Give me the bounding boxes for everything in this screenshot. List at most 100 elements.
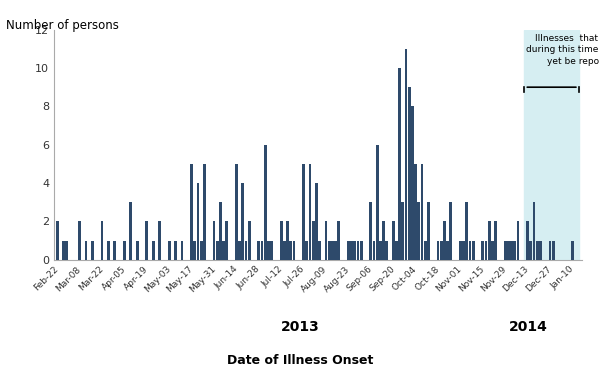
Bar (158, 221, 161, 260)
Bar (289, 240, 292, 260)
Bar (56, 221, 59, 260)
Text: 2013: 2013 (281, 320, 319, 334)
Bar (113, 240, 116, 260)
Bar (552, 240, 554, 260)
Bar (78, 221, 81, 260)
Bar (312, 221, 314, 260)
Bar (459, 240, 462, 260)
Bar (481, 240, 484, 260)
Bar (241, 183, 244, 260)
Bar (370, 202, 372, 260)
Bar (222, 240, 225, 260)
Bar (145, 221, 148, 260)
Bar (356, 240, 359, 260)
Bar (462, 240, 465, 260)
Bar (404, 49, 407, 260)
Bar (305, 240, 308, 260)
Bar (373, 240, 376, 260)
Bar (401, 202, 404, 260)
Bar (267, 240, 270, 260)
Bar (571, 240, 574, 260)
Bar (350, 240, 353, 260)
Text: Illnesses  that began
during this time may not
yet be reported: Illnesses that began during this time ma… (526, 33, 600, 66)
Bar (328, 240, 331, 260)
Bar (235, 164, 238, 260)
Bar (315, 183, 318, 260)
Bar (449, 202, 452, 260)
Bar (337, 221, 340, 260)
Bar (62, 240, 65, 260)
Bar (260, 240, 263, 260)
Bar (514, 240, 516, 260)
Bar (494, 221, 497, 260)
Bar (469, 240, 472, 260)
Text: 2014: 2014 (509, 320, 547, 334)
Bar (264, 145, 266, 260)
Bar (392, 221, 395, 260)
Bar (360, 240, 362, 260)
Bar (318, 240, 321, 260)
Bar (379, 240, 382, 260)
Bar (548, 240, 551, 260)
Bar (443, 221, 446, 260)
Bar (107, 240, 110, 260)
Bar (533, 202, 535, 260)
Bar (219, 202, 222, 260)
Bar (101, 221, 103, 260)
Bar (536, 240, 539, 260)
Text: Number of persons: Number of persons (6, 19, 119, 32)
Bar (529, 240, 532, 260)
Bar (466, 202, 468, 260)
Bar (238, 240, 241, 260)
Bar (421, 164, 424, 260)
Bar (418, 202, 420, 260)
Bar (382, 221, 385, 260)
Bar (257, 240, 260, 260)
Bar (408, 87, 410, 260)
Bar (334, 240, 337, 260)
Bar (85, 240, 88, 260)
Bar (174, 240, 177, 260)
Bar (168, 240, 170, 260)
Bar (353, 240, 356, 260)
Bar (398, 68, 401, 260)
Bar (507, 240, 510, 260)
Bar (181, 240, 184, 260)
Bar (216, 240, 218, 260)
Bar (293, 240, 295, 260)
Bar (280, 221, 283, 260)
Bar (427, 202, 430, 260)
Bar (136, 240, 139, 260)
Bar (331, 240, 334, 260)
Bar (440, 240, 443, 260)
Bar (376, 145, 379, 260)
Bar (510, 240, 513, 260)
Bar (123, 240, 126, 260)
Bar (385, 240, 388, 260)
Bar (395, 240, 398, 260)
Bar (270, 240, 273, 260)
Bar (302, 164, 305, 260)
Bar (524, 30, 579, 260)
Bar (286, 221, 289, 260)
Bar (248, 221, 251, 260)
Bar (411, 106, 414, 260)
Bar (65, 240, 68, 260)
Bar (283, 240, 286, 260)
Bar (472, 240, 475, 260)
Bar (245, 240, 247, 260)
Bar (193, 240, 196, 260)
Bar (200, 240, 203, 260)
Bar (197, 183, 199, 260)
Bar (485, 240, 487, 260)
Bar (526, 221, 529, 260)
Bar (226, 221, 228, 260)
Bar (91, 240, 94, 260)
Bar (517, 221, 520, 260)
Bar (325, 221, 328, 260)
Bar (491, 240, 494, 260)
Bar (130, 202, 132, 260)
Bar (437, 240, 439, 260)
Bar (539, 240, 542, 260)
Text: Date of Illness Onset: Date of Illness Onset (227, 354, 373, 367)
